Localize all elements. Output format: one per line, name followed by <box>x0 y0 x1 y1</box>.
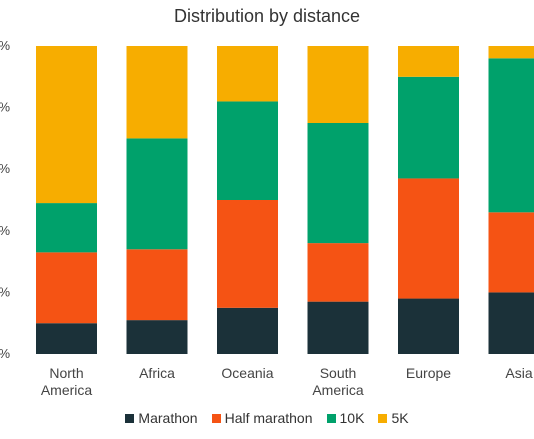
legend-label: Half marathon <box>224 410 313 426</box>
x-axis-label-5: Asia <box>505 365 532 381</box>
bar-segment-10k-2 <box>217 101 278 200</box>
legend-swatch <box>326 413 336 423</box>
x-axis-label-0: North America <box>41 365 93 398</box>
bar-segment-5k-2 <box>217 46 278 102</box>
bar-segment-10k-1 <box>126 138 188 250</box>
y-tick-label-3: % <box>0 223 10 238</box>
legend: Marathon Half marathon 10K 5K <box>0 410 534 426</box>
x-axis-label-1: Africa <box>139 365 175 381</box>
bar-segment-marathon-0 <box>36 323 97 354</box>
x-axis-label-4: Europe <box>406 365 451 381</box>
legend-label: Marathon <box>138 410 198 426</box>
bar-segment-10k-5 <box>488 58 534 213</box>
legend-item-10k: 10K <box>326 410 365 426</box>
bar-segment-5k-3 <box>307 46 369 123</box>
bar-segment-half-marathon-1 <box>126 249 188 321</box>
bar-segment-half-marathon-2 <box>217 200 278 308</box>
bar-segment-10k-3 <box>307 123 369 244</box>
legend-label: 5K <box>391 410 409 426</box>
bar-segment-half-marathon-3 <box>307 243 369 302</box>
bars-group <box>36 46 534 354</box>
y-axis-ticks: %%%%%% <box>0 38 10 361</box>
y-tick-label-4: % <box>0 284 10 299</box>
legend-swatch <box>211 413 221 423</box>
bar-segment-half-marathon-0 <box>36 252 97 324</box>
legend-item-half-marathon: Half marathon <box>211 410 313 426</box>
bar-segment-half-marathon-5 <box>488 212 534 293</box>
bar-segment-half-marathon-4 <box>398 178 459 299</box>
bar-segment-5k-4 <box>398 46 459 77</box>
bar-segment-marathon-2 <box>217 307 278 354</box>
bar-segment-marathon-1 <box>126 320 188 354</box>
bar-segment-marathon-4 <box>398 298 459 354</box>
bar-segment-5k-5 <box>488 46 534 59</box>
y-tick-label-2: % <box>0 161 10 176</box>
bar-segment-10k-0 <box>36 203 97 253</box>
y-tick-label-1: % <box>0 100 10 115</box>
chart-title: Distribution by distance <box>173 6 361 26</box>
bar-segment-10k-4 <box>398 76 459 179</box>
legend-swatch <box>125 413 135 423</box>
y-tick-label-0: % <box>0 38 10 53</box>
x-axis-label-3: South America <box>312 365 364 398</box>
bar-segment-marathon-3 <box>307 301 369 354</box>
x-axis-labels: North America Africa Oceania South America Eur… <box>41 365 533 398</box>
legend-swatch <box>378 413 388 423</box>
x-axis-label-2: Oceania <box>221 365 273 381</box>
legend-label: 10K <box>339 410 365 426</box>
legend-item-5k: 5K <box>378 410 409 426</box>
bar-segment-5k-0 <box>36 46 97 204</box>
y-tick-label-5: % <box>0 346 10 361</box>
bar-segment-marathon-5 <box>488 292 534 354</box>
legend-item-marathon: Marathon <box>125 410 198 426</box>
bar-segment-5k-1 <box>126 46 188 139</box>
